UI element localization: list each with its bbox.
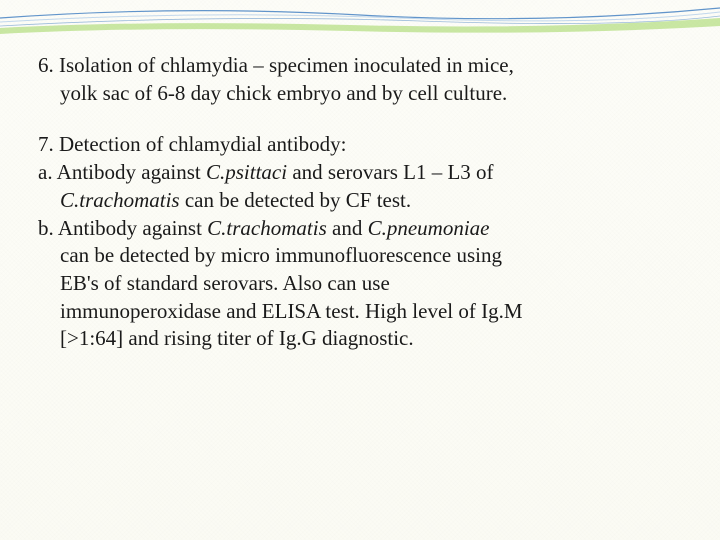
point-6: 6. Isolation of chlamydia – specimen ino… bbox=[38, 52, 682, 107]
point-7b-line1: b. Antibody against C.trachomatis and C.… bbox=[38, 215, 682, 243]
point-7b-line2: can be detected by micro immunofluoresce… bbox=[38, 242, 682, 270]
point-7a-line1: a. Antibody against C.psittaci and serov… bbox=[38, 159, 682, 187]
point-7a-species1: C.psittaci bbox=[206, 160, 287, 184]
point-7b-species2: C.pneumoniae bbox=[368, 216, 490, 240]
point-6-line1: 6. Isolation of chlamydia – specimen ino… bbox=[38, 52, 682, 80]
point-7b-line5: [>1:64] and rising titer of Ig.G diagnos… bbox=[38, 325, 682, 353]
point-7b-species1: C.trachomatis bbox=[207, 216, 327, 240]
point-7a-rest: can be detected by CF test. bbox=[180, 188, 412, 212]
point-7a-species2: C.trachomatis bbox=[60, 188, 180, 212]
point-7a-mid: and serovars L1 – L3 of bbox=[287, 160, 493, 184]
point-7b-line3: EB's of standard serovars. Also can use bbox=[38, 270, 682, 298]
point-6-line2: yolk sac of 6-8 day chick embryo and by … bbox=[38, 80, 682, 108]
point-7b-prefix: b. Antibody against bbox=[38, 216, 207, 240]
point-7-heading: 7. Detection of chlamydial antibody: bbox=[38, 131, 682, 159]
point-7: 7. Detection of chlamydial antibody: a. … bbox=[38, 131, 682, 353]
point-7a-line2: C.trachomatis can be detected by CF test… bbox=[38, 187, 682, 215]
point-7b-mid: and bbox=[327, 216, 368, 240]
slide-content: 6. Isolation of chlamydia – specimen ino… bbox=[0, 0, 720, 383]
point-7a-prefix: a. Antibody against bbox=[38, 160, 206, 184]
point-7b-line4: immunoperoxidase and ELISA test. High le… bbox=[38, 298, 682, 326]
